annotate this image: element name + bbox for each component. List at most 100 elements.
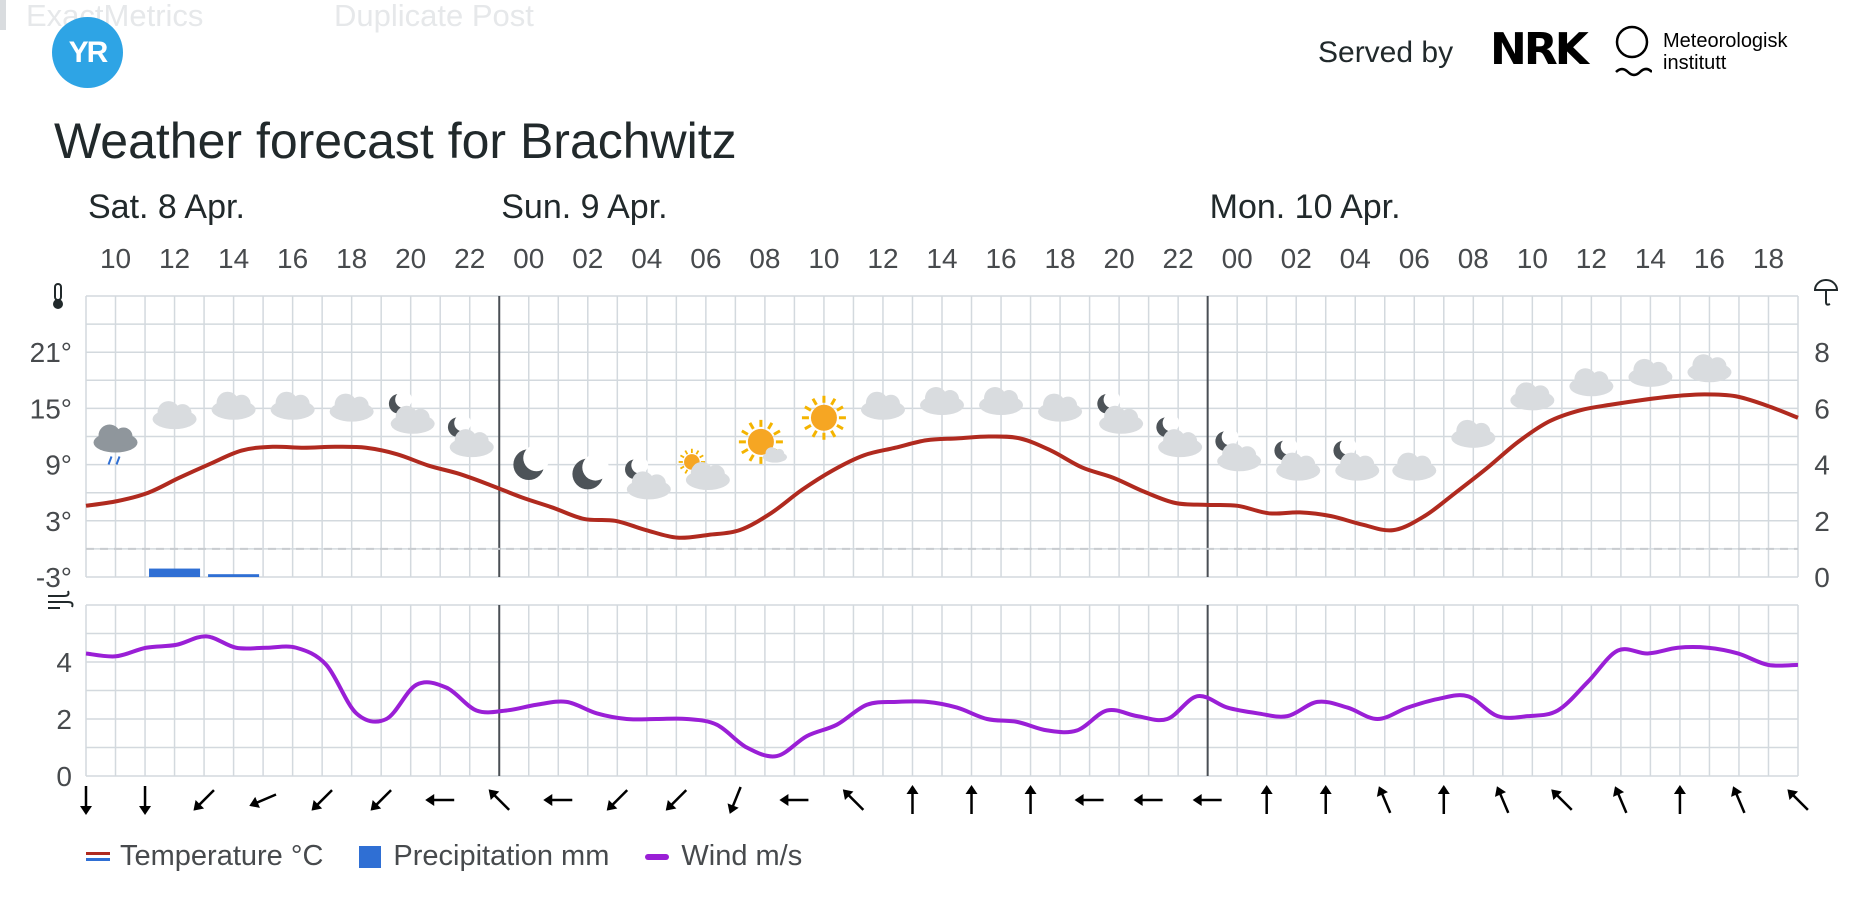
hour-label: 12 — [159, 243, 190, 274]
wind-tick: 4 — [56, 647, 72, 678]
wind-arrow-icon — [1024, 785, 1037, 814]
wind-arrow-icon — [1319, 785, 1332, 814]
sun-ray — [741, 429, 749, 436]
cloud-part — [631, 471, 654, 494]
partly-cloudy-day-icon — [678, 448, 730, 490]
wind-arrow-icon — [311, 789, 333, 811]
temperature-swatch — [86, 851, 110, 862]
wind-tick: 2 — [56, 704, 72, 735]
sun-ray — [741, 448, 749, 455]
cloud-icon — [1510, 382, 1555, 411]
cloud-part — [232, 394, 251, 413]
wind-arrow-icon — [606, 789, 629, 811]
sun-ray — [811, 397, 818, 406]
cloud-icon — [1038, 393, 1083, 422]
cloud-part — [157, 401, 180, 424]
sun-ray — [748, 422, 755, 430]
cloud-part — [1059, 396, 1078, 415]
met-institute-logo[interactable]: Meteorologisk institutt — [1663, 30, 1788, 74]
wind-arrow-icon — [1133, 794, 1163, 806]
hour-label: 16 — [985, 243, 1016, 274]
yr-logo-text: YR — [68, 35, 109, 69]
weather-symbols — [93, 354, 1732, 500]
wind-arrow-icon — [779, 794, 809, 806]
partly-cloudy-night-icon — [625, 456, 671, 500]
background-tab-edge — [0, 0, 6, 30]
cloud-part — [1649, 361, 1668, 380]
cloud-part — [334, 393, 357, 416]
cloud-part — [1574, 368, 1597, 391]
met-line-1: Meteorologisk — [1663, 30, 1788, 52]
met-institute-icon — [1615, 25, 1652, 77]
cloud-part — [1708, 357, 1727, 376]
cloud-part — [470, 432, 489, 451]
sun-ray — [836, 405, 844, 412]
wind-arrow-icon — [1787, 789, 1809, 811]
page-title: Weather forecast for Brachwitz — [54, 113, 737, 169]
cloud-part — [173, 404, 192, 423]
cloud-part — [1515, 382, 1538, 405]
sun-ray — [684, 469, 689, 474]
wind-arrow-head — [425, 794, 435, 806]
sun-ray — [830, 430, 837, 438]
sun-ray — [679, 454, 685, 459]
precipitation-bar — [208, 574, 260, 577]
sun-ray — [699, 454, 704, 459]
wind-arrow-icon — [1551, 789, 1573, 811]
cloud-part — [1531, 385, 1550, 404]
partly-sunny-icon — [738, 419, 787, 464]
partly-cloudy-night-icon — [388, 391, 435, 434]
cloud-icon — [152, 401, 197, 430]
hour-label: 00 — [1222, 243, 1253, 274]
cloud-part — [216, 391, 239, 414]
cloud-icon — [860, 391, 905, 420]
hour-label: 00 — [513, 243, 544, 274]
cloud-part — [1692, 354, 1715, 377]
umbrella-canopy — [1813, 279, 1839, 291]
moon-cutout — [395, 391, 412, 408]
yr-logo[interactable]: YR — [52, 17, 123, 88]
hour-label: 16 — [1694, 243, 1725, 274]
nrk-logo[interactable]: NRK — [1490, 24, 1589, 75]
cloud-part — [1633, 358, 1656, 381]
cloud-part — [647, 474, 666, 493]
wind-arrow-head — [1731, 786, 1743, 797]
wind-icon-stroke — [48, 590, 70, 597]
cloud-part — [941, 390, 959, 409]
legend-precipitation[interactable]: Precipitation mm — [359, 840, 609, 873]
met-line-2: institutt — [1663, 52, 1727, 74]
hour-label: 02 — [1281, 243, 1312, 274]
thermometer-icon — [53, 283, 63, 309]
wind-arrows — [80, 785, 1809, 815]
wind-arrow-icon — [665, 789, 688, 811]
sun-ray — [811, 430, 818, 438]
wind-arrow-head — [1024, 785, 1037, 794]
cloud-part — [291, 394, 310, 413]
precipitation-swatch — [359, 845, 382, 868]
hour-label: 10 — [100, 243, 131, 274]
hour-label: 02 — [572, 243, 603, 274]
cloud-part — [1472, 422, 1491, 441]
temperature-tick: 15° — [30, 393, 72, 424]
cloud-part — [1043, 393, 1066, 416]
wind-arrow-head — [370, 800, 382, 811]
cloud-part — [765, 447, 778, 460]
wind-arrow-icon — [139, 786, 152, 815]
legend-temperature[interactable]: Temperature °C — [86, 840, 323, 873]
moon-cutout — [631, 456, 649, 474]
hour-label: 06 — [1399, 243, 1430, 274]
sun-disc — [747, 428, 774, 455]
wind-arrow-head — [965, 785, 978, 794]
hour-label: 08 — [749, 243, 780, 274]
cloud-part — [984, 387, 1007, 410]
cloud-part — [881, 394, 900, 413]
cloud-icon — [1569, 368, 1614, 397]
legend-wind[interactable]: Wind m/s — [645, 840, 802, 873]
sun-disc — [810, 404, 837, 431]
hour-label: 14 — [1635, 243, 1666, 274]
hour-label: 20 — [1104, 243, 1135, 274]
wind-arrow-head — [1074, 794, 1084, 806]
cloud-icon — [211, 391, 256, 420]
moon-icon — [572, 454, 609, 490]
